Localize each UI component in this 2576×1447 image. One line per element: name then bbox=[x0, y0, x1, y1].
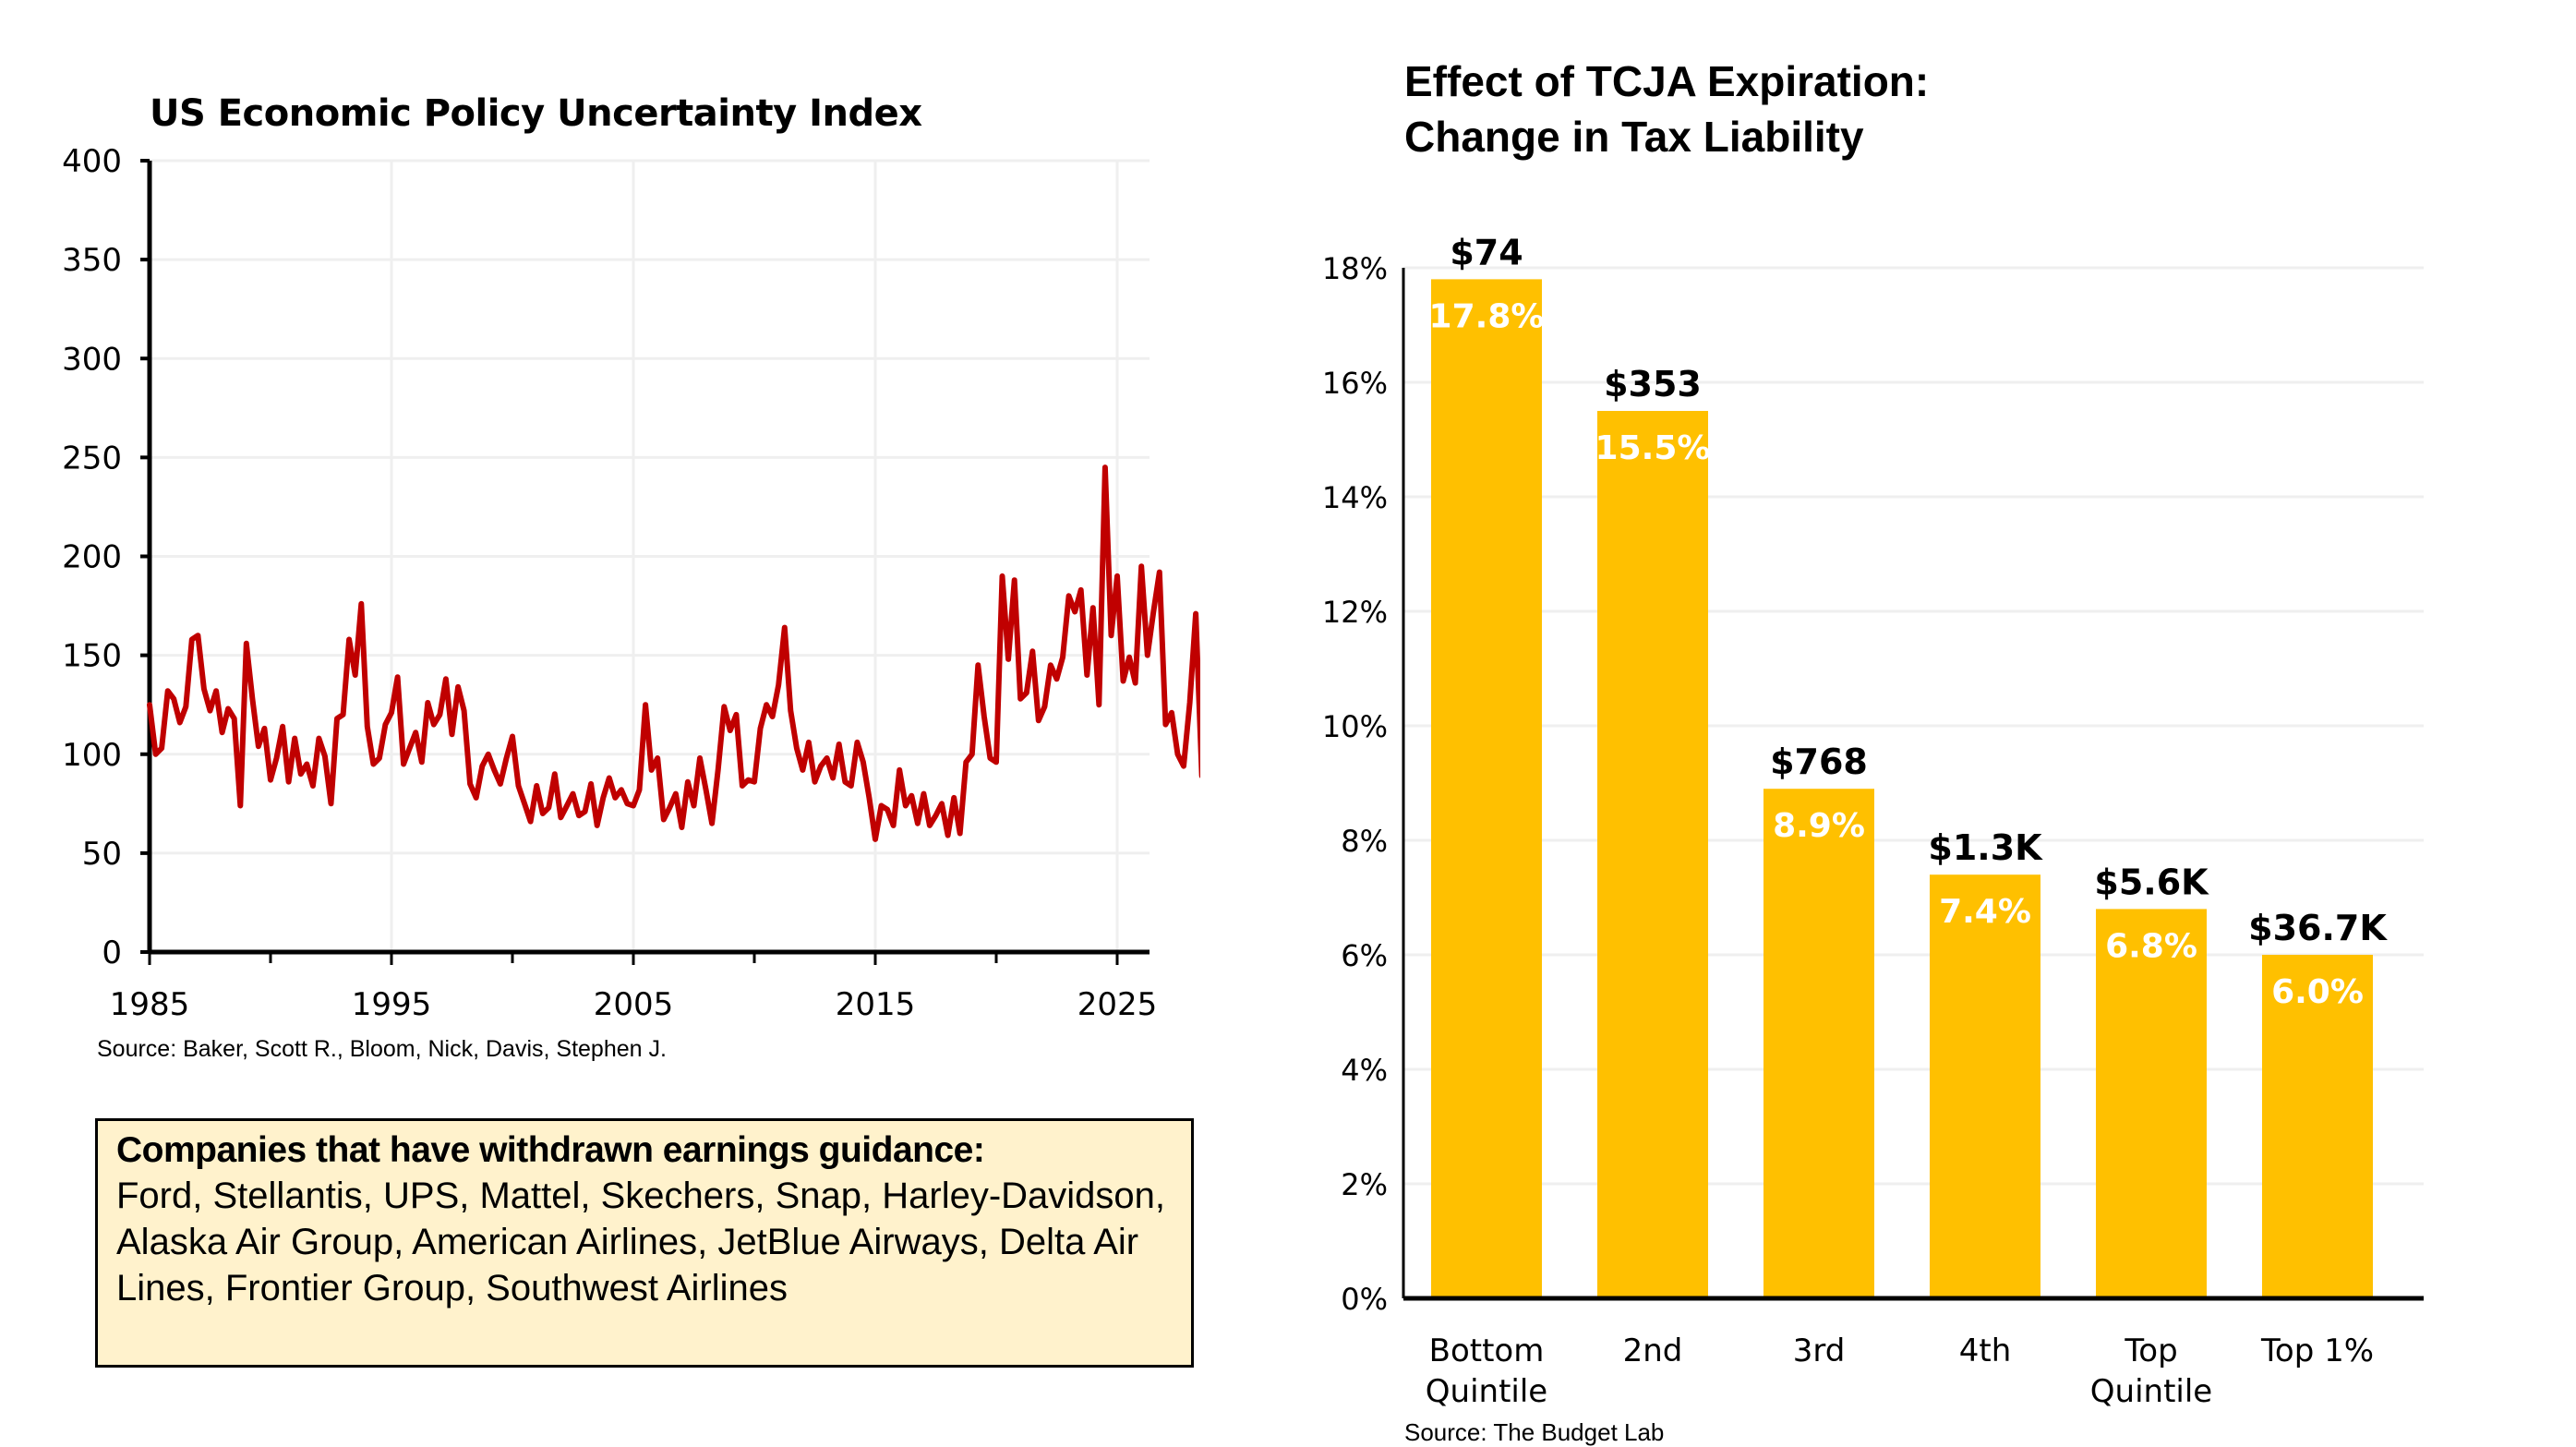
bar-dollar-label: $74 bbox=[1450, 232, 1523, 272]
bar-category-label: Top bbox=[2124, 1332, 2177, 1369]
bar-y-tick-label: 10% bbox=[1322, 709, 1388, 744]
bar-2 bbox=[1597, 411, 1708, 1298]
bar-y-tick-label: 8% bbox=[1341, 824, 1388, 859]
bar-4 bbox=[1930, 874, 2040, 1298]
bar-dollar-label: $353 bbox=[1604, 364, 1702, 404]
bar-category-label: Quintile bbox=[2090, 1373, 2212, 1410]
bar-3 bbox=[1763, 789, 1874, 1298]
bar-y-tick-label: 0% bbox=[1341, 1282, 1388, 1317]
bar-chart-source: Source: The Budget Lab bbox=[1404, 1418, 1664, 1447]
bar-category-label: Top 1% bbox=[2260, 1332, 2374, 1369]
bar-chart-x-ticks: Bottom Quintile 2nd 3rd 4th Top Quintile Top 1% bbox=[1426, 1332, 2374, 1410]
bar-y-tick-label: 12% bbox=[1322, 595, 1388, 630]
bar-chart-bars: $74 17.8% $353 15.5% $768 8.9% $1.3K 7.4% $5.6K 6… bbox=[1429, 232, 2389, 1298]
bar-category-label: Quintile bbox=[1426, 1373, 1547, 1410]
bar-y-tick-label: 16% bbox=[1322, 366, 1388, 401]
bar-dollar-label: $1.3K bbox=[1928, 827, 2043, 868]
bar-value-label: 6.0% bbox=[2271, 973, 2364, 1011]
bar-dollar-label: $36.7K bbox=[2248, 908, 2388, 948]
bar-dollar-label: $768 bbox=[1770, 742, 1868, 782]
bar-category-label: 3rd bbox=[1793, 1332, 1846, 1369]
bar-category-label: 4th bbox=[1959, 1332, 2012, 1369]
bar-value-label: 8.9% bbox=[1773, 807, 1865, 845]
bar-category-label: Bottom bbox=[1429, 1332, 1545, 1369]
bar-chart-y-ticks: 0% 2% 4% 6% 8% 10% 12% 14% 16% 18% bbox=[1322, 251, 1388, 1317]
bar-value-label: 17.8% bbox=[1429, 297, 1545, 335]
bar-y-tick-label: 18% bbox=[1322, 251, 1388, 286]
bar-dollar-label: $5.6K bbox=[2094, 862, 2209, 902]
bar-category-label: 2nd bbox=[1623, 1332, 1683, 1369]
bar-value-label: 6.8% bbox=[2105, 927, 2197, 965]
bar-5 bbox=[2096, 909, 2207, 1298]
bar-value-label: 15.5% bbox=[1595, 429, 1711, 467]
bar-y-tick-label: 4% bbox=[1341, 1053, 1388, 1088]
bar-value-label: 7.4% bbox=[1939, 893, 2031, 931]
bar-y-tick-label: 14% bbox=[1322, 480, 1388, 515]
bar-y-tick-label: 2% bbox=[1341, 1167, 1388, 1202]
bar-1 bbox=[1431, 279, 1542, 1298]
bar-y-tick-label: 6% bbox=[1341, 938, 1388, 973]
